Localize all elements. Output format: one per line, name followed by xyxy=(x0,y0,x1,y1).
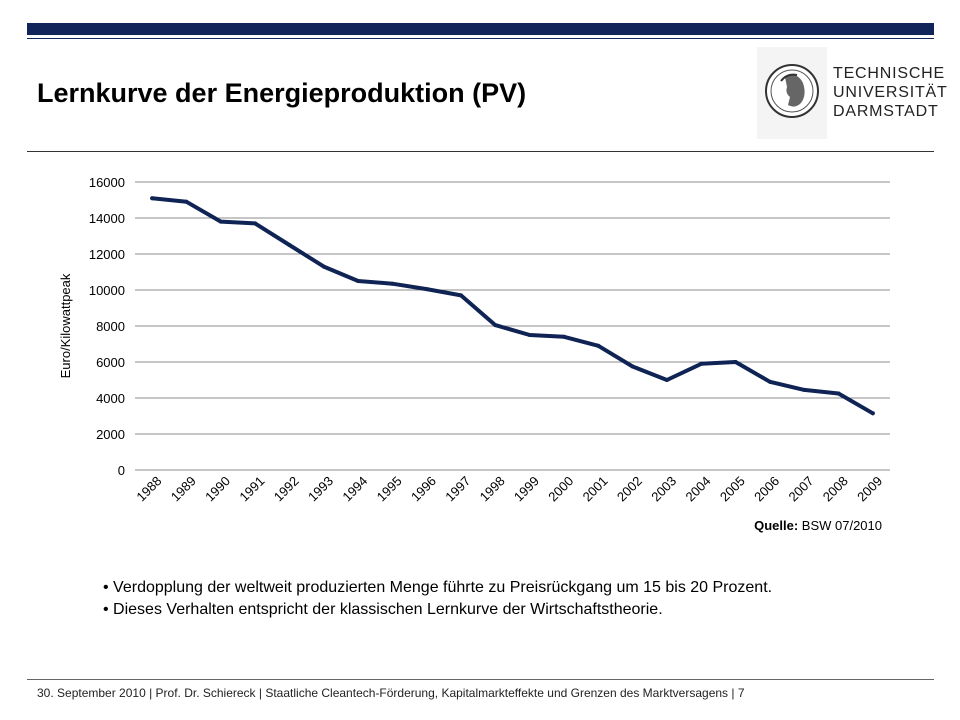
bullet-text-2: Dieses Verhalten entspricht der klassisc… xyxy=(113,601,663,618)
data-point xyxy=(493,323,498,328)
y-axis-title: Euro/Kilowattpeak xyxy=(58,273,73,378)
source-label: Quelle: xyxy=(754,518,799,533)
bullet-text-1: Verdopplung der weltweit produzierten Me… xyxy=(113,579,773,596)
data-point xyxy=(150,196,155,201)
y-tick-label: 12000 xyxy=(89,247,125,262)
y-tick-label: 6000 xyxy=(96,355,125,370)
title-rule xyxy=(27,151,934,152)
y-tick-label: 0 xyxy=(118,463,125,478)
x-tick-label: 2007 xyxy=(785,473,816,504)
y-tick-label: 10000 xyxy=(89,283,125,298)
x-tick-label: 2001 xyxy=(580,473,611,504)
y-tick-label: 16000 xyxy=(89,175,125,190)
x-tick-label: 1997 xyxy=(442,473,473,504)
x-tick-label: 1999 xyxy=(511,473,542,504)
bullet-item: • Dieses Verhalten entspricht der klassi… xyxy=(103,601,663,618)
data-point xyxy=(699,361,704,366)
data-point xyxy=(184,199,189,204)
bullet-list: • Verdopplung der weltweit produzierten … xyxy=(103,577,772,621)
x-tick-label: 2008 xyxy=(820,473,851,504)
data-point xyxy=(664,378,669,382)
x-tick-label: 2004 xyxy=(683,473,714,504)
x-tick-label: 1994 xyxy=(339,473,370,504)
y-tick-label: 14000 xyxy=(89,211,125,226)
x-tick-label: 2005 xyxy=(717,473,748,504)
data-point xyxy=(870,411,875,416)
x-tick-label: 1988 xyxy=(133,473,164,504)
y-tick-label: 2000 xyxy=(96,427,125,442)
logo-line-3: DARMSTADT xyxy=(833,103,939,120)
x-tick-label: 2006 xyxy=(751,473,782,504)
header-bar xyxy=(27,23,934,35)
x-tick-label: 1990 xyxy=(202,473,233,504)
logo-line-2: UNIVERSITÄT xyxy=(833,84,948,101)
data-point xyxy=(630,364,635,369)
series-line xyxy=(150,196,875,416)
data-point xyxy=(802,387,807,392)
bullet-item: • Verdopplung der weltweit produzierten … xyxy=(103,579,773,596)
slide-title: Lernkurve der Energieproduktion (PV) xyxy=(37,78,527,108)
x-tick-label: 1989 xyxy=(168,473,199,504)
x-tick-label: 2003 xyxy=(648,473,679,504)
price-chart: 0 2000 4000 6000 8000 10000 12000 14000 16000 Eur… xyxy=(30,160,910,550)
data-point xyxy=(836,391,841,396)
data-point xyxy=(287,243,292,247)
data-point xyxy=(596,343,601,348)
chart-source: Quelle: BSW 07/2010 xyxy=(754,518,882,533)
footer-text: 30. September 2010 | Prof. Dr. Schiereck… xyxy=(37,686,745,700)
header-rule xyxy=(27,38,934,39)
data-point xyxy=(527,333,532,337)
y-tick-label: 4000 xyxy=(96,391,125,406)
x-tick-label: 2009 xyxy=(854,473,885,504)
chart-svg: 0 2000 4000 6000 8000 10000 12000 14000 16000 Eur… xyxy=(58,175,890,504)
x-tick-label: 1998 xyxy=(477,473,508,504)
data-point xyxy=(390,281,395,286)
data-point xyxy=(321,264,326,269)
minerva-seal-icon xyxy=(757,47,827,139)
data-point xyxy=(218,219,223,224)
x-tick-label: 1991 xyxy=(236,473,267,504)
data-point xyxy=(424,287,429,292)
tu-darmstadt-logo: TECHNISCHE UNIVERSITÄT DARMSTADT xyxy=(757,47,947,139)
logo-line-1: TECHNISCHE xyxy=(833,65,946,82)
data-point xyxy=(561,334,566,339)
data-point xyxy=(356,279,361,283)
x-tick-label: 2002 xyxy=(614,473,645,504)
x-tick-label: 1993 xyxy=(305,473,336,504)
footer-rule xyxy=(27,679,934,680)
data-point xyxy=(253,221,258,226)
data-point xyxy=(459,293,464,298)
y-tick-label: 8000 xyxy=(96,319,125,334)
data-point xyxy=(767,379,772,384)
x-tick-label: 1992 xyxy=(271,473,302,504)
source-value: BSW 07/2010 xyxy=(801,518,882,533)
x-tick-label: 1995 xyxy=(374,473,405,504)
data-point xyxy=(733,360,738,364)
x-tick-label: 2000 xyxy=(545,473,576,504)
x-tick-label: 1996 xyxy=(408,473,439,504)
